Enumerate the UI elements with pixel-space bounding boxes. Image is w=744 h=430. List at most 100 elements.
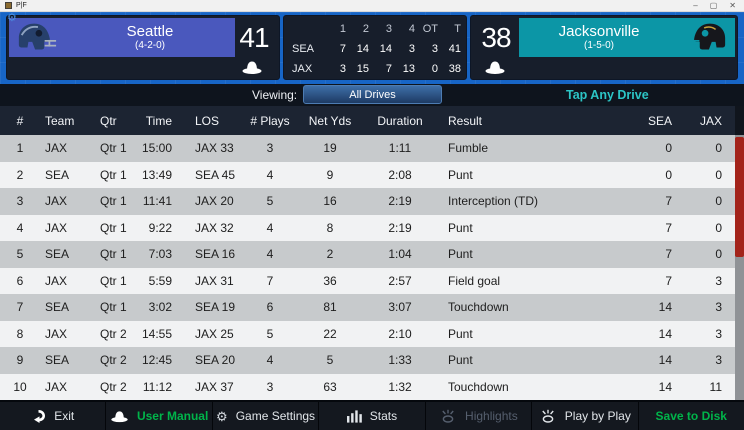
cell: 3 (266, 379, 274, 394)
line-score-table: 1 2 3 4 OT T SEA 7 14 14 3 3 41 JAX 3 15 7 13 0 38 (284, 16, 466, 79)
cell: 3 (266, 141, 274, 156)
cell: 7 (665, 194, 672, 209)
hat-icon[interactable] (484, 60, 506, 75)
bottom-item-user-manual[interactable]: User Manual (105, 402, 211, 430)
bottom-item-label: Exit (54, 409, 75, 423)
gear-icon[interactable]: ⚙ (7, 12, 17, 24)
cell: 6 (16, 273, 24, 288)
table-row[interactable]: 10 JAX Qtr 2 11:12 JAX 37 3 63 1:32 Touchdown 14 1… (0, 373, 735, 400)
table-row[interactable]: 7 SEA Qtr 1 3:02 SEA 19 6 81 3:07 Touchdown 14 3 (0, 294, 735, 321)
close-button[interactable]: ✕ (729, 1, 736, 10)
cell: 1:11 (388, 141, 412, 156)
column-header: Result (448, 113, 483, 128)
cell: 7:03 (148, 247, 172, 262)
cell: Qtr 2 (100, 379, 127, 394)
line-score-header-row: 1 2 3 4 OT T (292, 19, 464, 39)
cell: SEA (45, 300, 70, 315)
table-row[interactable]: 2 SEA Qtr 1 13:49 SEA 45 4 9 2:08 Punt 0 0 (0, 161, 735, 188)
home-helmet-icon (18, 23, 57, 49)
table-row[interactable]: 1 JAX Qtr 1 15:00 JAX 33 3 19 1:11 Fumble 0 0 (0, 135, 735, 162)
cell: SEA 19 (195, 300, 236, 315)
cell: 2:57 (388, 273, 412, 288)
cell: Punt (448, 326, 473, 341)
all-drives-button[interactable]: All Drives (303, 85, 442, 104)
cell: Interception (TD) (448, 194, 539, 209)
cell: 16 (323, 194, 337, 209)
cell: 4 (266, 247, 274, 262)
table-row[interactable]: 5 SEA Qtr 1 7:03 SEA 16 4 2 1:04 Punt 7 0 (0, 241, 735, 268)
table-row[interactable]: 8 JAX Qtr 2 14:55 JAX 25 5 22 2:10 Punt 14 3 (0, 320, 735, 347)
cell: 9:22 (148, 220, 172, 235)
cell: 8 (16, 326, 24, 341)
bottom-item-stats[interactable]: Stats (318, 402, 424, 430)
hat-icon (242, 61, 262, 74)
cell: 11 (709, 379, 722, 394)
cell: 9 (326, 167, 334, 182)
table-row[interactable]: 6 JAX Qtr 1 5:59 JAX 31 7 36 2:57 Field goal 7 3 (0, 267, 735, 294)
cell: JAX (45, 326, 68, 341)
away-team-banner[interactable]: Jacksonville (1-5-0) (519, 18, 735, 57)
cell: JAX 32 (195, 220, 234, 235)
cell: 0 (715, 194, 722, 209)
cell: 1:33 (388, 353, 412, 368)
column-header: JAX (699, 113, 722, 128)
line-score-value: 3 (339, 63, 346, 75)
cell: 63 (323, 379, 337, 394)
cell: 14 (658, 353, 672, 368)
period-label: 2 (362, 23, 369, 35)
column-header: Team (45, 113, 75, 128)
cell: Punt (448, 353, 473, 368)
column-header: # (16, 113, 24, 128)
cell: SEA 45 (195, 167, 236, 182)
home-score: 41 (239, 22, 269, 53)
cell: JAX 37 (195, 379, 234, 394)
maximize-button[interactable]: ▢ (709, 1, 718, 10)
drives-table-header: # Team Qtr Time LOS # Plays Net Yds Duration Res… (0, 106, 735, 135)
cell: 13:49 (141, 167, 172, 182)
cell: 2 (16, 167, 24, 182)
period-label: 3 (385, 23, 392, 35)
cell: 2 (326, 247, 334, 262)
cell: 0 (715, 167, 722, 182)
line-score-value: 3 (408, 43, 415, 55)
bar-chart-icon (346, 409, 362, 423)
line-score-value: 14 (379, 43, 392, 55)
bottom-item-label: Highlights (465, 409, 518, 423)
hat-icon (485, 61, 505, 74)
table-row[interactable]: 3 JAX Qtr 1 11:41 JAX 20 5 16 2:19 Interception … (0, 188, 735, 215)
home-team-panel: Seattle (4-2-0) 41 (6, 15, 280, 80)
cell: Punt (448, 167, 473, 182)
cell: 2:08 (388, 167, 412, 182)
bottom-item-game-settings[interactable]: ⚙ Game Settings (211, 402, 318, 430)
minimize-button[interactable]: – (693, 1, 698, 10)
exit-arrow-icon (34, 410, 46, 423)
cell: 11:12 (142, 379, 172, 394)
bottom-item-label: Save to Disk (655, 409, 727, 423)
cell: 7 (665, 247, 672, 262)
cell: 19 (323, 141, 337, 156)
viewing-label: Viewing: (252, 88, 298, 102)
cell: Touchdown (448, 300, 509, 315)
bottom-item-save-to-disk[interactable]: Save to Disk (637, 402, 744, 430)
cell: 12:45 (141, 353, 172, 368)
hat-icon[interactable] (241, 60, 263, 75)
home-team-banner[interactable]: Seattle (4-2-0) (9, 18, 235, 57)
cell: 3:02 (148, 300, 172, 315)
scrollbar-thumb[interactable] (735, 137, 744, 257)
cell: 1 (16, 141, 24, 156)
cell: JAX (45, 273, 68, 288)
bottom-item-play-by-play[interactable]: Play by Play (531, 402, 637, 430)
line-score-value: 3 (431, 43, 438, 55)
cell: 22 (323, 326, 337, 341)
bottom-item-exit[interactable]: Exit (0, 402, 105, 430)
cell: 0 (665, 141, 672, 156)
scrollbar-track[interactable] (735, 135, 744, 400)
cell: 0 (665, 167, 672, 182)
table-row[interactable]: 9 SEA Qtr 2 12:45 SEA 20 4 5 1:33 Punt 14 3 (0, 347, 735, 374)
cell: 2:19 (388, 220, 412, 235)
cell: 8 (326, 220, 334, 235)
bottom-toolbar: Exit User Manual ⚙ Game Settings Stats Highli… (0, 400, 744, 430)
cell: Touchdown (448, 379, 509, 394)
table-row[interactable]: 4 JAX Qtr 1 9:22 JAX 32 4 8 2:19 Punt 7 0 (0, 214, 735, 241)
cell: 0 (715, 141, 722, 156)
